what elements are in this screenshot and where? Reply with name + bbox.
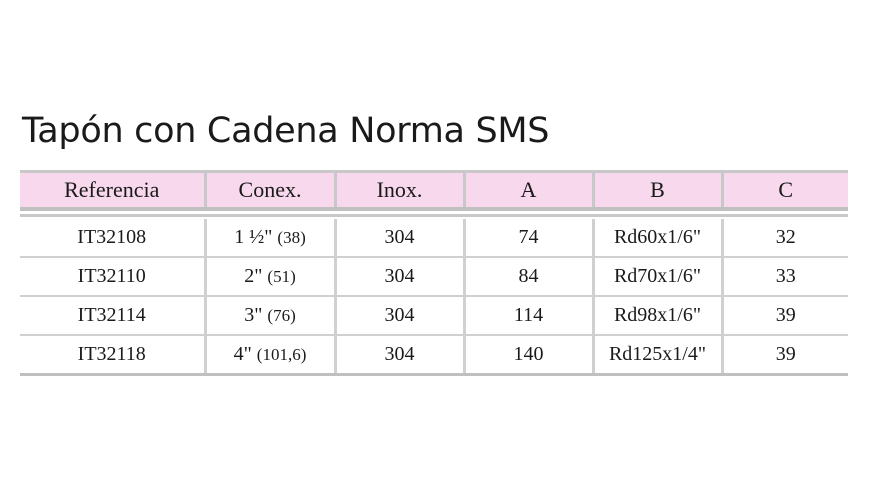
cell-a: 140 xyxy=(462,335,593,376)
cell-c: 32 xyxy=(720,219,848,258)
cell-b: Rd98x1/6" xyxy=(591,296,722,336)
conex-mm: (38) xyxy=(277,228,306,247)
spec-table: IT32108 1 ½" (38) 304 74 Rd60x1/6" 32 IT… xyxy=(20,219,848,376)
cell-a: 84 xyxy=(462,257,593,297)
header-inox: Inox. xyxy=(333,173,464,207)
conex-mm: (76) xyxy=(267,306,296,325)
cell-referencia: IT32118 xyxy=(20,335,205,376)
cell-a: 114 xyxy=(462,296,593,336)
cell-b: Rd125x1/4" xyxy=(591,335,722,376)
table-row: IT32118 4" (101,6) 304 140 Rd125x1/4" 39 xyxy=(20,335,848,376)
cell-c: 39 xyxy=(720,296,848,336)
header-a: A xyxy=(462,173,593,207)
cell-inox: 304 xyxy=(333,219,464,258)
conex-inches: 1 ½" xyxy=(234,226,273,248)
cell-referencia: IT32108 xyxy=(20,219,205,258)
table-top-rule xyxy=(20,170,848,173)
cell-b: Rd60x1/6" xyxy=(591,219,722,258)
page-title: Tapón con Cadena Norma SMS xyxy=(22,111,550,151)
conex-inches: 2" xyxy=(244,265,263,287)
header-conex: Conex. xyxy=(203,173,335,207)
cell-referencia: IT32110 xyxy=(20,257,205,297)
conex-mm: (101,6) xyxy=(256,345,307,364)
table-row: IT32110 2" (51) 304 84 Rd70x1/6" 33 xyxy=(20,257,848,297)
table-row: IT32114 3" (76) 304 114 Rd98x1/6" 39 xyxy=(20,296,848,336)
cell-referencia: IT32114 xyxy=(20,296,205,336)
cell-c: 39 xyxy=(720,335,848,376)
table-row: IT32108 1 ½" (38) 304 74 Rd60x1/6" 32 xyxy=(20,219,848,258)
cell-conex: 4" (101,6) xyxy=(203,335,335,376)
conex-mm: (51) xyxy=(267,267,296,286)
cell-conex: 1 ½" (38) xyxy=(203,219,335,258)
conex-inches: 3" xyxy=(244,304,263,326)
header-divider xyxy=(20,207,848,211)
cell-inox: 304 xyxy=(333,257,464,297)
cell-inox: 304 xyxy=(333,296,464,336)
cell-conex: 3" (76) xyxy=(203,296,335,336)
cell-inox: 304 xyxy=(333,335,464,376)
cell-b: Rd70x1/6" xyxy=(591,257,722,297)
cell-a: 74 xyxy=(462,219,593,258)
header-c: C xyxy=(720,173,848,207)
cell-c: 33 xyxy=(720,257,848,297)
header-b: B xyxy=(591,173,722,207)
table-header: Referencia Conex. Inox. A B C xyxy=(20,173,848,207)
header-referencia: Referencia xyxy=(20,173,205,207)
conex-inches: 4" xyxy=(233,343,252,365)
header-divider-secondary xyxy=(20,214,848,217)
cell-conex: 2" (51) xyxy=(203,257,335,297)
